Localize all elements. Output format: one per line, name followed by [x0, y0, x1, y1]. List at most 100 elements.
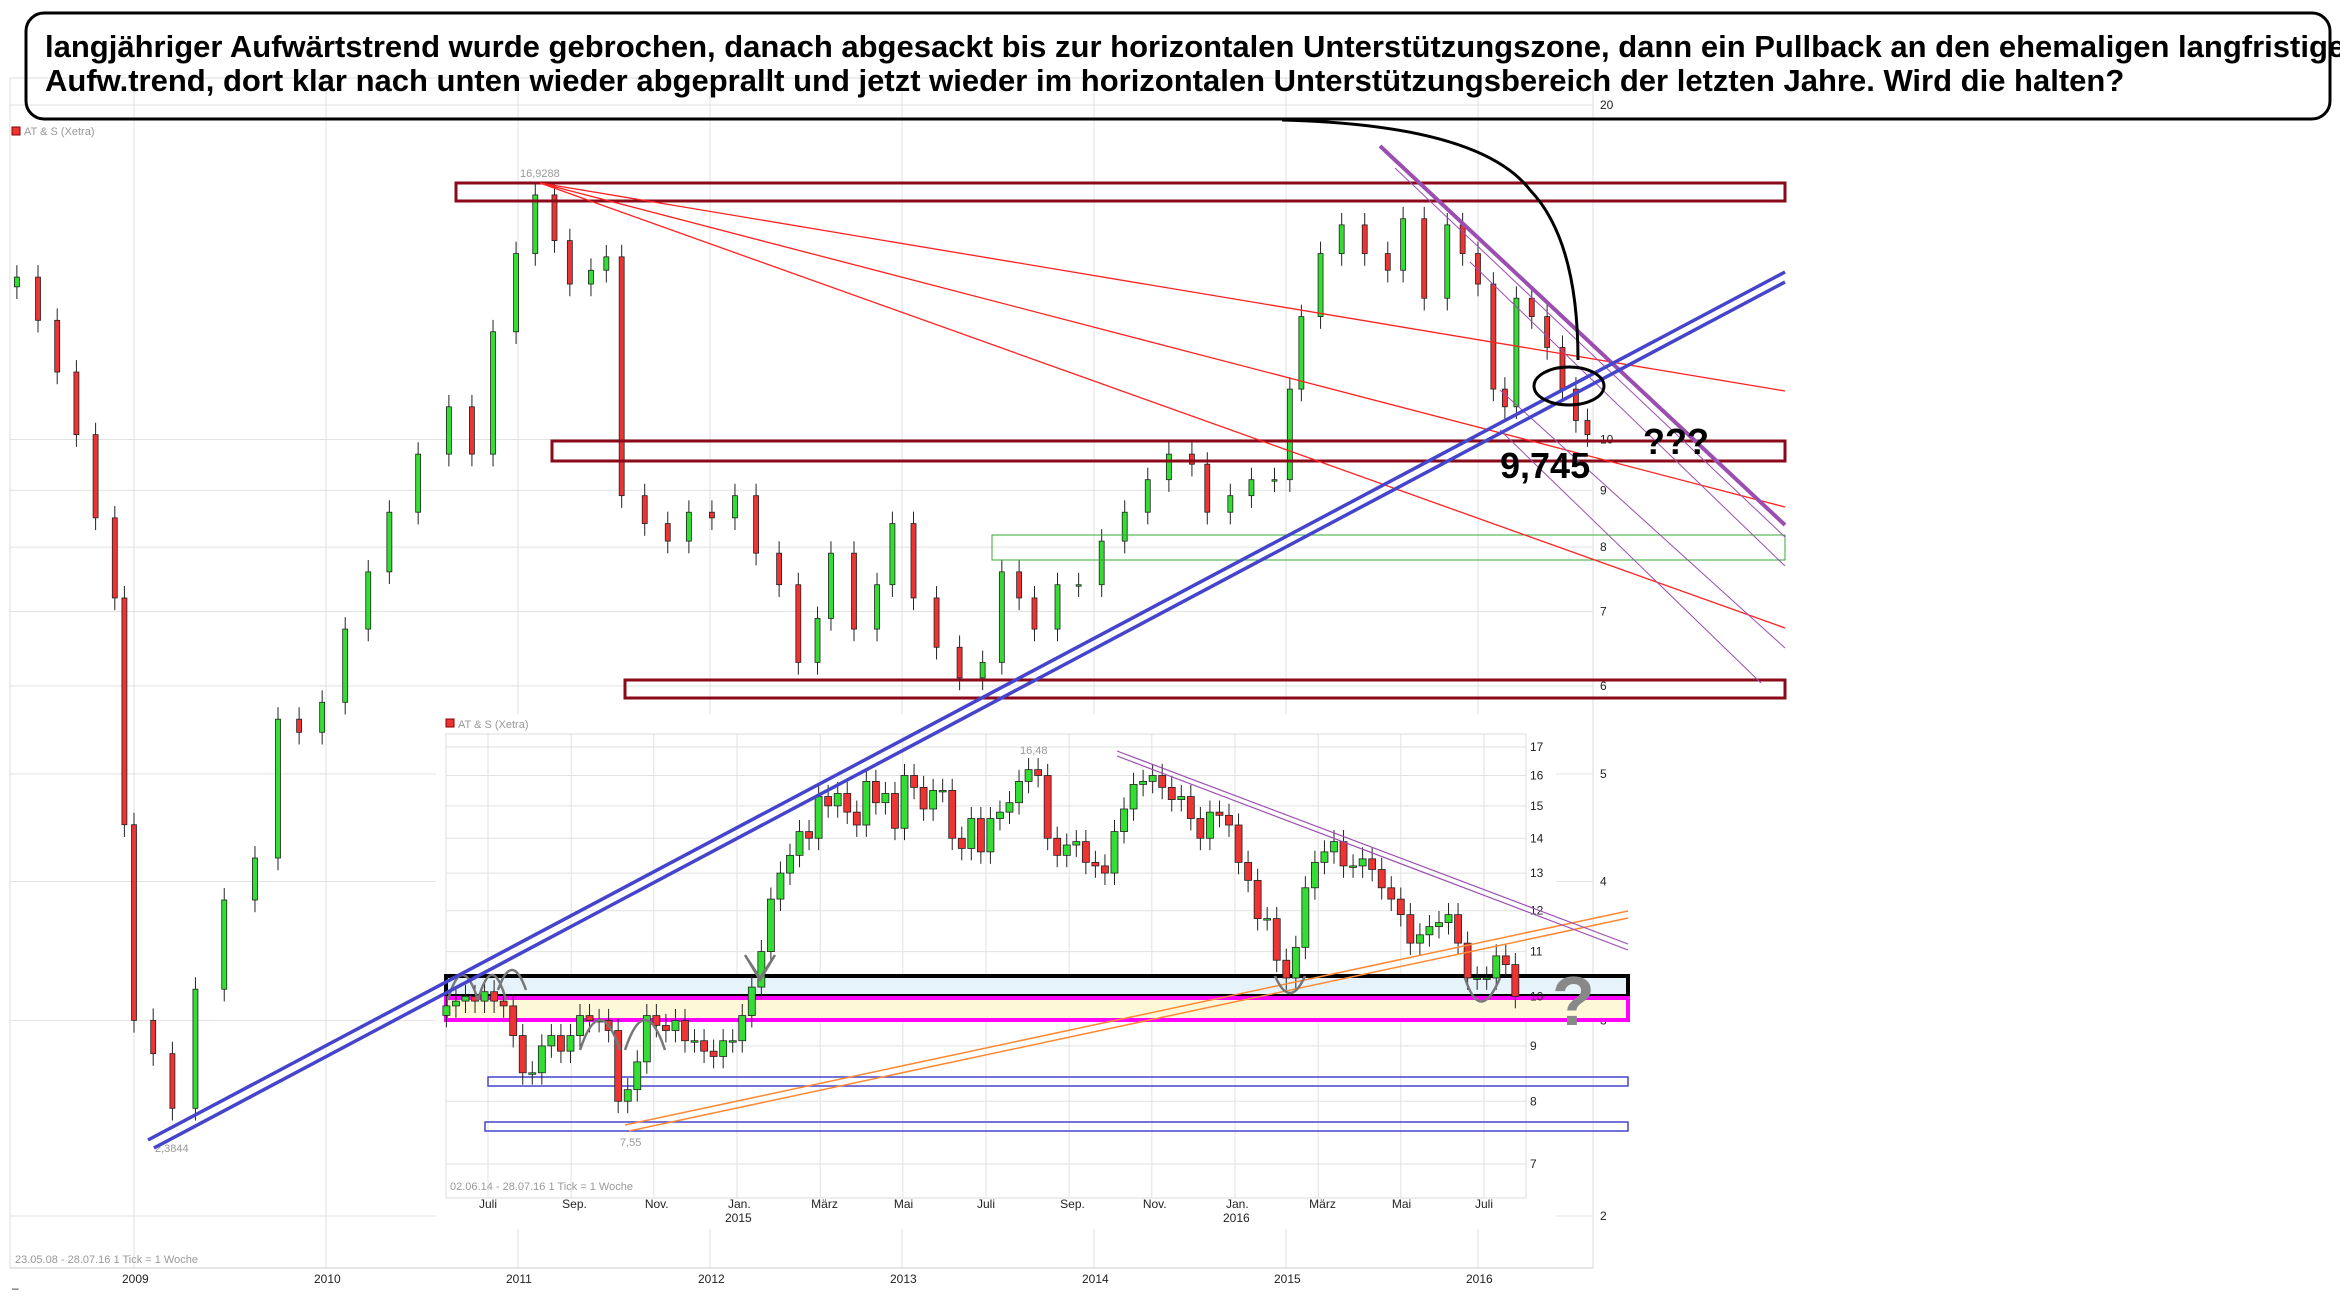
main-candle-body: [365, 571, 372, 630]
inset-x-tick: Jan.: [1226, 1197, 1249, 1211]
inset-candle: [1330, 830, 1338, 864]
inset-candle-body: [786, 854, 794, 874]
inset-candle-body: [1072, 841, 1081, 846]
inset-candle-body: [452, 1000, 460, 1007]
zone-bottom: [623, 678, 1787, 700]
inset-candle-body: [518, 1035, 527, 1074]
inset-candle: [776, 861, 785, 911]
inset-candle-body: [509, 1005, 518, 1036]
inset-candle-body: [1425, 926, 1434, 936]
question-marks-label: ???: [1643, 421, 1709, 462]
main-candle-body: [150, 1019, 157, 1055]
main-candle: [1121, 500, 1128, 554]
inset-candle: [642, 1003, 651, 1074]
main-candle-body: [1271, 479, 1278, 482]
main-candle-body: [121, 597, 128, 826]
main-candle: [1444, 212, 1451, 311]
inset-candle: [910, 763, 918, 800]
resistance-zones: [454, 181, 1787, 700]
main-candle: [1031, 586, 1038, 642]
main-candle-body: [685, 511, 692, 542]
main-candle: [979, 650, 986, 691]
inset-candle: [1215, 800, 1224, 828]
inset-candle: [1406, 903, 1415, 956]
main-candle: [566, 228, 573, 297]
main-candle: [1400, 206, 1407, 283]
inset-candle: [1454, 903, 1462, 956]
main-candle: [956, 635, 963, 691]
inset-candle-body: [996, 811, 1004, 819]
inset-candle: [1291, 935, 1300, 990]
main-candle: [319, 690, 326, 745]
main-candle: [1286, 377, 1293, 492]
purple-thin-line-2: [1469, 261, 1786, 567]
inset-candle: [1015, 769, 1023, 815]
main-candle: [13, 265, 20, 300]
inset-candle: [967, 806, 976, 861]
main-candle: [1248, 467, 1255, 508]
inset-candle: [871, 769, 880, 815]
inset-candle: [1415, 923, 1424, 956]
main-candle: [1298, 304, 1305, 402]
inset-candle-body: [1215, 811, 1224, 816]
main-candle: [1361, 212, 1368, 266]
main-x-tick: 2009: [122, 1272, 149, 1286]
inset-candle-body: [480, 991, 489, 1002]
main-candle-body: [889, 523, 896, 586]
inset-x-tick: Nov.: [1143, 1197, 1167, 1211]
main-candle-body: [998, 571, 1005, 663]
inset-y-tick: 16: [1530, 768, 1544, 782]
inset-candle-body: [824, 796, 833, 807]
inset-candle: [1043, 763, 1052, 851]
inset-candle: [852, 800, 861, 837]
inset-candle-body: [1415, 934, 1424, 944]
inset-candle-body: [1263, 918, 1272, 921]
main-candle-body: [1584, 420, 1591, 436]
main-x-tick: 2016: [1466, 1272, 1493, 1286]
inset-candle: [795, 819, 804, 868]
main-candle: [1204, 452, 1211, 525]
inset-candle-body: [642, 1015, 651, 1063]
main-candle: [386, 500, 393, 585]
inset-candle: [1234, 813, 1243, 875]
purple-thin-line-4: [1499, 429, 1762, 684]
inset-candle-body: [814, 796, 823, 839]
inset-candle-body: [1244, 861, 1252, 881]
main-candle-body: [709, 511, 715, 519]
inset-candle: [1148, 763, 1157, 794]
main-candle: [1501, 377, 1508, 420]
inset-candle: [747, 975, 756, 1028]
main-candle: [603, 244, 610, 283]
main-candle: [1490, 272, 1497, 402]
inset-candle-body: [1463, 942, 1472, 979]
inset-question-mark: ?: [1552, 962, 1595, 1040]
main-candle-body: [1528, 297, 1535, 317]
support-zone-black: [444, 974, 1630, 998]
main-candle-body: [296, 718, 303, 733]
main-candle-body: [111, 517, 118, 599]
inset-candle-body: [1177, 796, 1186, 801]
main-candle-body: [1144, 479, 1151, 513]
inset-candle-body: [1081, 841, 1090, 863]
inset-candle: [452, 989, 460, 1018]
annotation-line-2: Aufw.trend, dort klar nach unten wieder …: [45, 63, 2124, 98]
main-candle: [252, 846, 258, 913]
main-y-tick: 20: [1600, 98, 1614, 112]
inset-candle: [1463, 931, 1472, 990]
main-candle: [111, 505, 118, 611]
inset-x-tick: Sep.: [562, 1197, 587, 1211]
main-candle-body: [1298, 316, 1305, 390]
inset-candle-body: [671, 1020, 680, 1031]
zone-middle: [550, 439, 1787, 463]
inset-y-tick: 17: [1530, 740, 1544, 754]
inset-candle: [1349, 854, 1357, 878]
inset-candle-body: [1339, 841, 1348, 867]
inset-candle-body: [1225, 814, 1233, 826]
inset-candle: [1206, 800, 1214, 851]
inset-candle: [1186, 784, 1195, 831]
main-candle-body: [874, 584, 880, 630]
main-candles: [13, 182, 1591, 1121]
main-candle-body: [1016, 571, 1023, 599]
main-high-label: 16,9288: [520, 168, 560, 180]
